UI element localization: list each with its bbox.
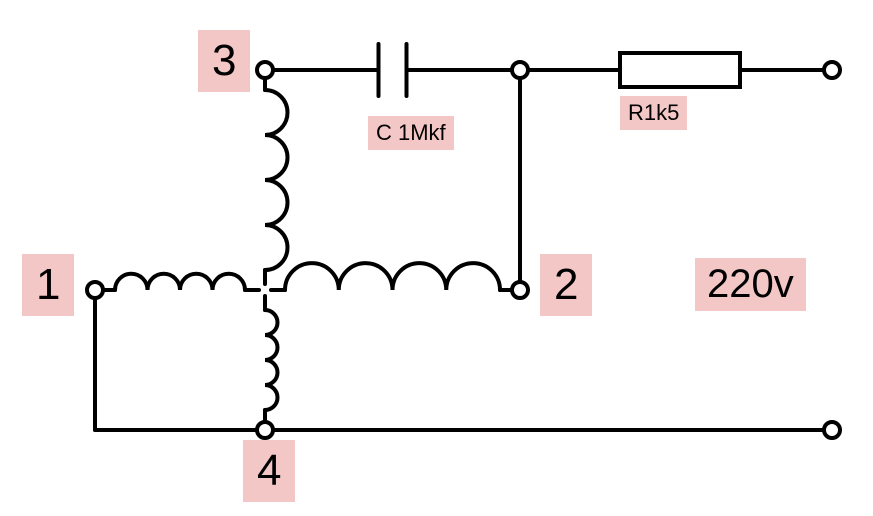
node-1-label: 1 — [22, 254, 74, 316]
capacitor-label: C 1Mkf — [368, 116, 454, 150]
node-4-label: 4 — [243, 440, 295, 502]
resistor-label: R1k5 — [620, 96, 687, 130]
voltage-label: 220v — [695, 258, 806, 311]
node-2-label: 2 — [540, 254, 592, 316]
node-3-label: 3 — [198, 30, 250, 92]
